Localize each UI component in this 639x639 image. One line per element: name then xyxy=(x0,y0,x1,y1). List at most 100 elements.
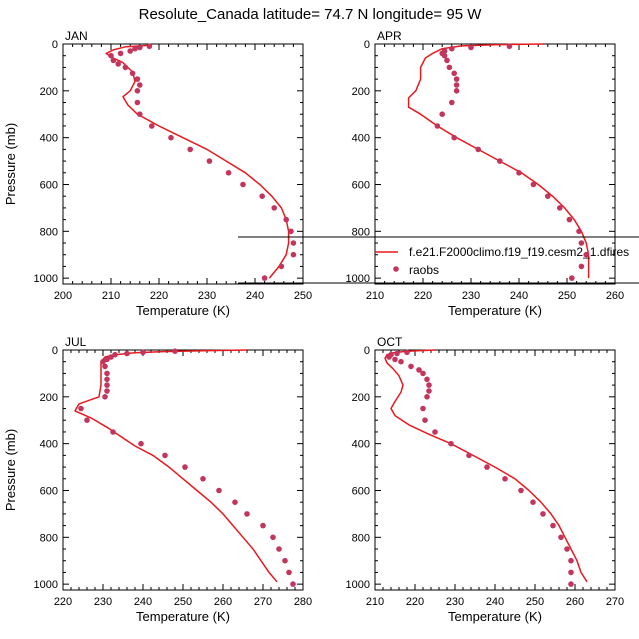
raobs-point xyxy=(216,487,222,494)
raobs-point xyxy=(137,82,143,88)
x-tick-label: 230 xyxy=(446,596,464,608)
raobs-point xyxy=(451,70,458,77)
x-tick-label: 250 xyxy=(174,596,192,608)
raobs-point xyxy=(104,382,110,388)
raobs-point xyxy=(110,57,117,64)
raobs-point xyxy=(566,216,573,223)
raobs-point xyxy=(530,499,536,506)
raobs-point xyxy=(453,76,460,82)
raobs-point xyxy=(290,581,296,587)
raobs-point xyxy=(468,44,474,51)
raobs-point xyxy=(420,405,426,412)
raobs-point xyxy=(162,452,168,459)
raobs-point xyxy=(386,354,392,360)
raobs-point xyxy=(225,170,232,176)
plot-frame xyxy=(374,349,616,591)
raobs-point xyxy=(568,569,574,576)
x-tick-label: 240 xyxy=(246,290,264,302)
raobs-point xyxy=(426,388,432,394)
y-tick-label: 600 xyxy=(352,179,370,191)
panel-label: APR xyxy=(377,29,402,43)
raobs-point xyxy=(466,452,472,459)
y-tick-label: 400 xyxy=(352,133,370,145)
raobs-point xyxy=(286,569,292,576)
panel-label: JUL xyxy=(65,335,87,349)
raobs-point xyxy=(578,263,585,270)
plot-frame xyxy=(62,349,304,591)
y-tick-label: 0 xyxy=(364,39,370,51)
plot-frame xyxy=(62,43,304,285)
panel-jul: 220 230 240 250 260 270 280 0 200 400 600 800 1000 JU… xyxy=(3,335,312,624)
x-tick-label: 200 xyxy=(54,290,72,302)
raobs-point xyxy=(446,64,453,71)
raobs-point xyxy=(132,45,138,52)
raobs-point xyxy=(134,76,141,82)
x-tick-label: 250 xyxy=(526,596,544,608)
raobs-point xyxy=(100,358,106,365)
y-tick-label: 400 xyxy=(40,133,58,145)
raobs-point xyxy=(518,487,524,494)
y-tick-label: 0 xyxy=(52,39,58,51)
raobs-point xyxy=(416,367,422,373)
raobs-point xyxy=(102,363,108,370)
raobs-point xyxy=(104,388,110,394)
raobs-point xyxy=(137,111,143,117)
raobs-point xyxy=(104,376,110,383)
y-tick-label: 0 xyxy=(364,345,370,357)
raobs-point xyxy=(394,350,400,357)
x-tick-label: 230 xyxy=(462,290,480,302)
raobs-point xyxy=(392,356,398,363)
raobs-point xyxy=(282,557,288,564)
raobs-point xyxy=(550,522,556,529)
y-axis-label: Pressure (mb) xyxy=(3,123,18,205)
raobs-point xyxy=(134,88,141,94)
raobs-point xyxy=(432,429,438,435)
y-tick-label: 200 xyxy=(352,86,370,98)
x-tick-label: 230 xyxy=(198,290,216,302)
raobs-point xyxy=(240,181,246,188)
raobs-point xyxy=(420,370,426,377)
y-tick-label: 200 xyxy=(352,392,370,404)
raobs-point xyxy=(283,216,290,223)
x-tick-label: 210 xyxy=(366,596,384,608)
raobs-point xyxy=(244,511,250,517)
x-axis-label: Temperature (K) xyxy=(136,303,230,318)
raobs-point xyxy=(146,43,153,50)
raobs-point xyxy=(426,382,432,388)
y-tick-label: 600 xyxy=(352,485,370,497)
x-tick-label: 240 xyxy=(134,596,152,608)
raobs-point xyxy=(448,440,454,447)
raobs-point xyxy=(578,240,585,246)
raobs-point xyxy=(127,48,133,54)
legend-obs-label: raobs xyxy=(409,263,439,277)
raobs-point xyxy=(168,134,174,141)
raobs-point xyxy=(200,476,206,482)
y-axis-label: Pressure (mb) xyxy=(3,429,18,511)
raobs-point xyxy=(557,205,563,211)
raobs-point xyxy=(408,363,414,370)
raobs-point xyxy=(271,205,278,211)
raobs-point xyxy=(434,123,441,129)
raobs-point xyxy=(124,350,130,357)
raobs-point xyxy=(172,348,178,355)
x-tick-label: 260 xyxy=(606,290,624,302)
x-tick-label: 280 xyxy=(294,596,312,608)
raobs-point xyxy=(569,275,575,281)
x-axis-label: Temperature (K) xyxy=(136,609,230,624)
x-tick-label: 220 xyxy=(150,290,168,302)
raobs-point xyxy=(115,61,121,67)
panel-label: OCT xyxy=(377,335,403,349)
raobs-point xyxy=(278,263,285,270)
raobs-point xyxy=(453,88,460,94)
raobs-point xyxy=(422,417,428,424)
model-profile-line xyxy=(105,44,290,279)
x-tick-label: 210 xyxy=(102,290,120,302)
raobs-point xyxy=(288,228,294,235)
raobs-point xyxy=(129,70,136,77)
raobs-point xyxy=(497,158,503,164)
raobs-point xyxy=(564,546,570,552)
raobs-point xyxy=(270,534,276,541)
raobs-point xyxy=(424,376,430,383)
y-tick-label: 1000 xyxy=(34,273,58,285)
raobs-point xyxy=(134,99,141,106)
